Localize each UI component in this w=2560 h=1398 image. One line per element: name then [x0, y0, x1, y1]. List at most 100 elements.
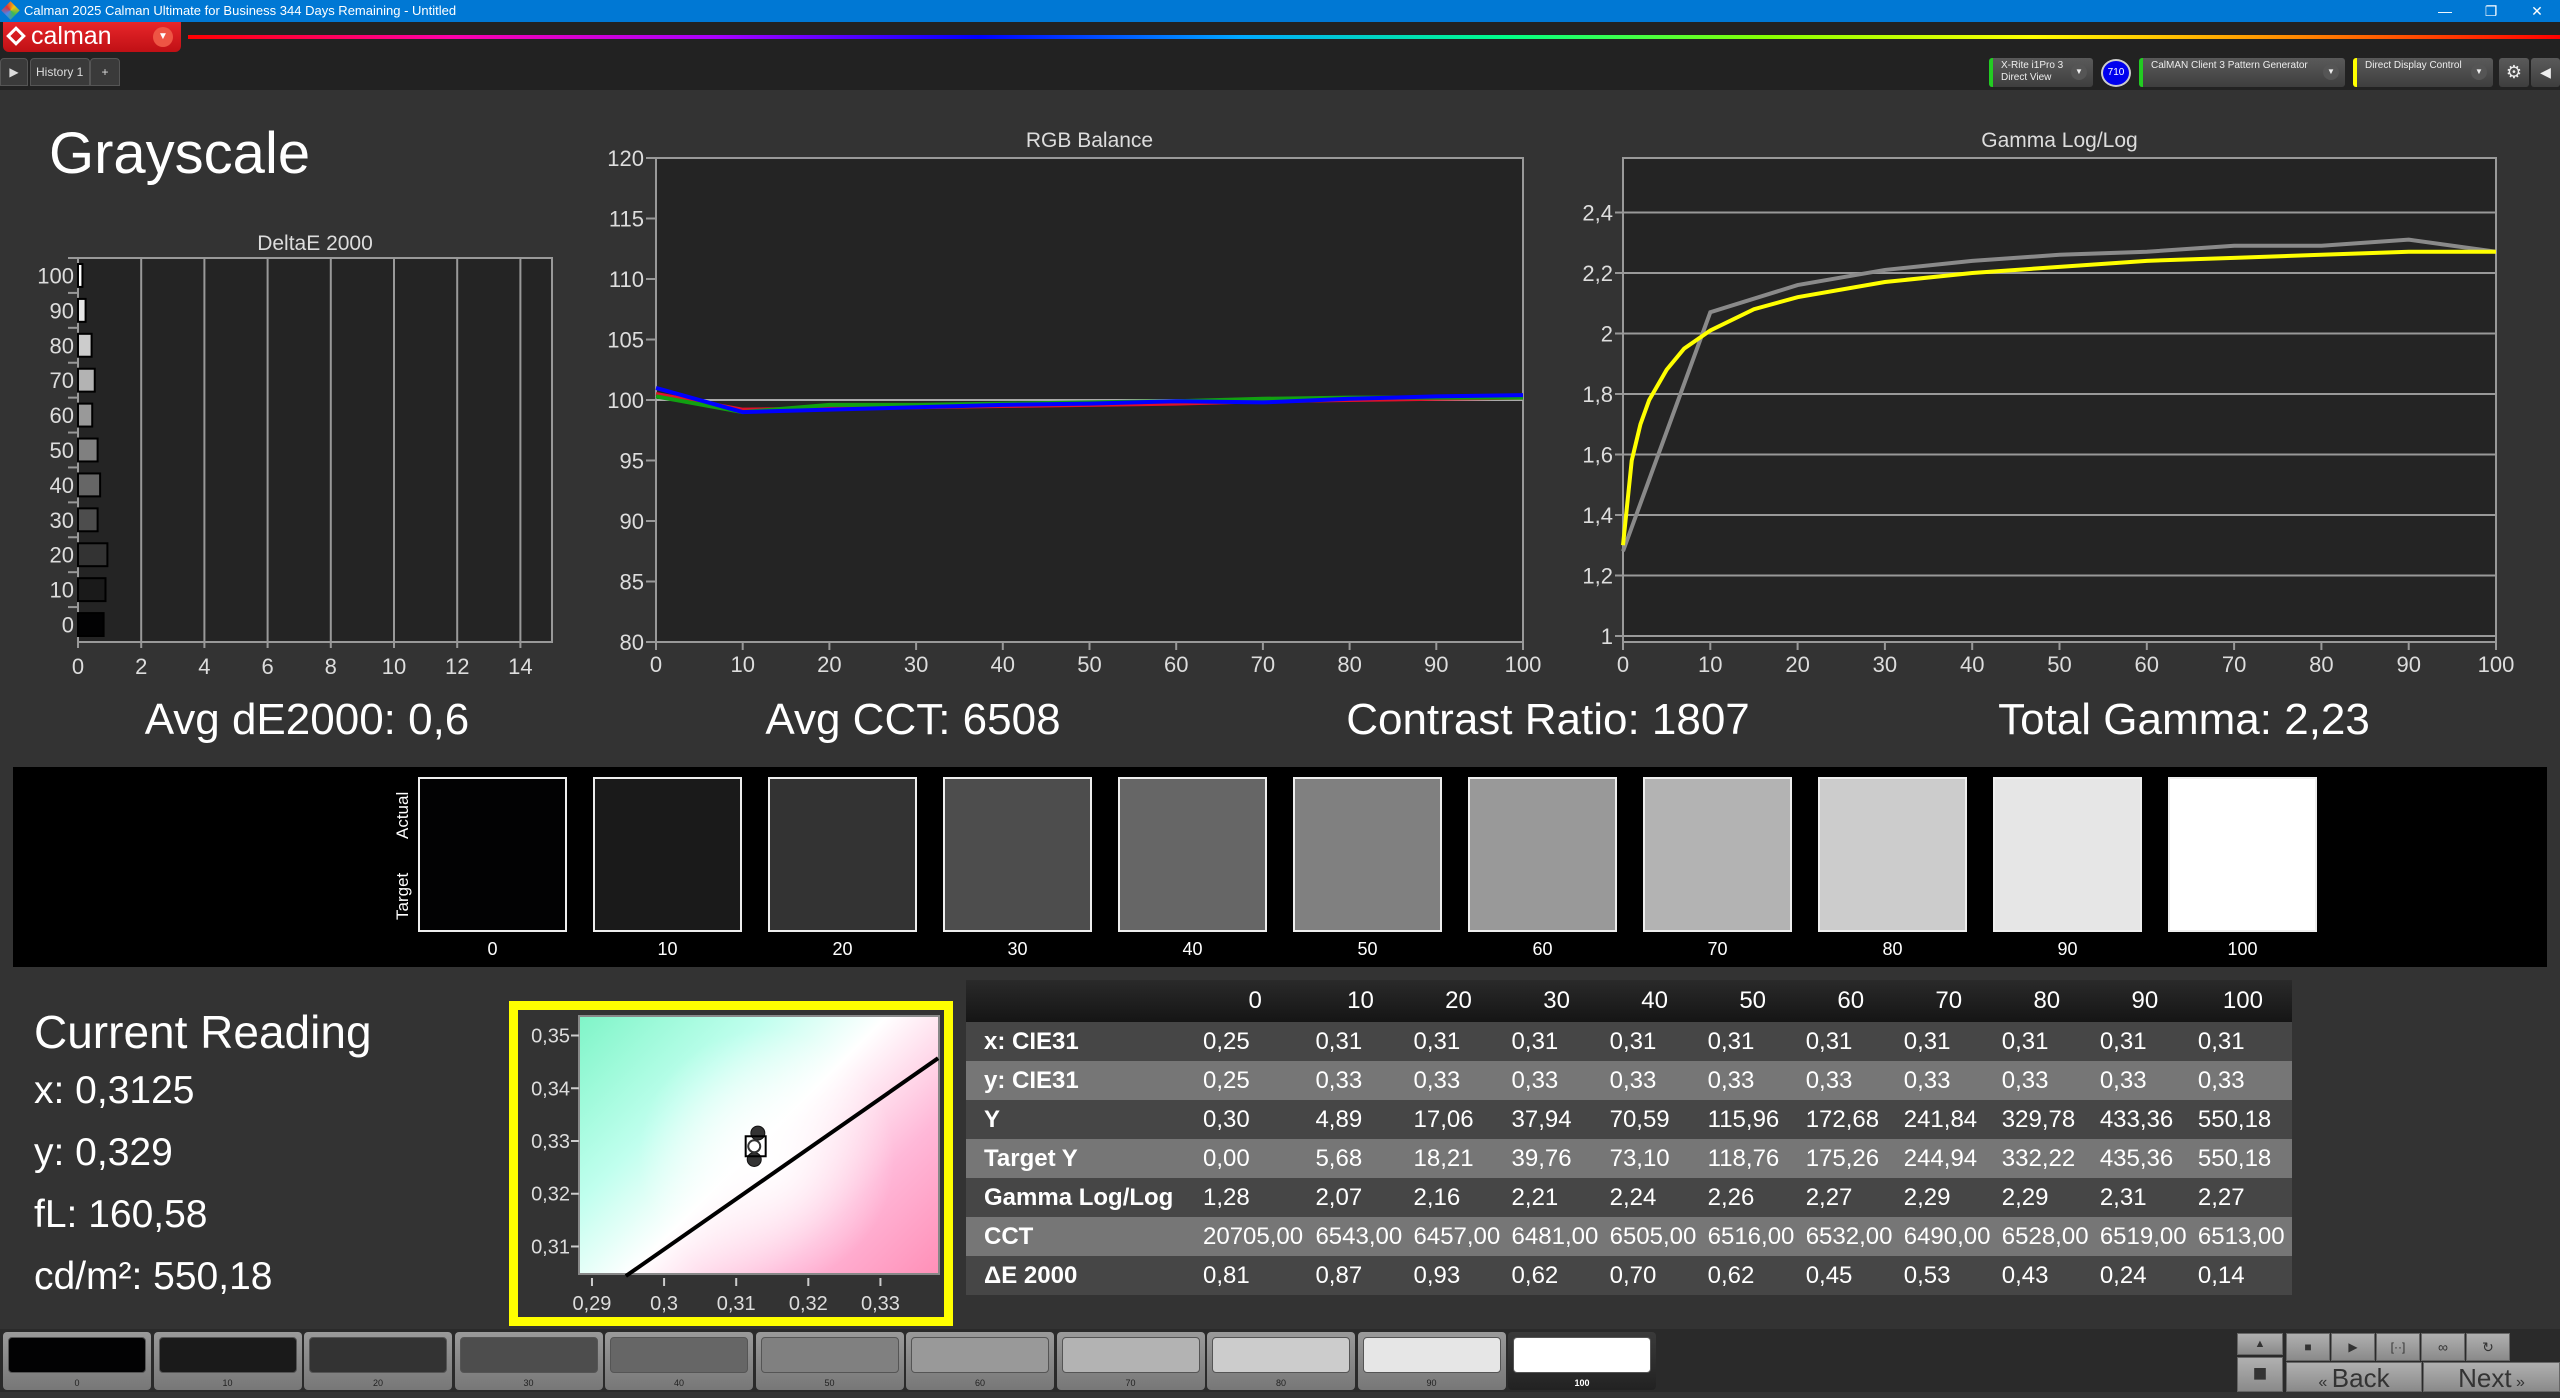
pattern-button-70[interactable]: 70 [1056, 1332, 1205, 1390]
loop-icon[interactable]: ∞ [2421, 1333, 2465, 1361]
reading-x: x: 0,3125 [34, 1069, 195, 1112]
swatch-label: 90 [2057, 939, 2078, 959]
close-button[interactable]: ✕ [2531, 3, 2543, 19]
table-cell: 37,94 [1507, 1100, 1606, 1139]
table-header-row: 0 10 20 30 40 50 60 70 80 90 100 [966, 980, 2292, 1022]
meter-selector[interactable]: X-Rite i1Pro 3 Direct View ▼ [1989, 58, 2093, 87]
play-workflow-button[interactable]: ▶ [0, 58, 28, 86]
total-gamma-value: Total Gamma: 2,23 [1998, 695, 2370, 744]
x-tick-label: 0,33 [861, 1293, 900, 1315]
next-label: Next [2458, 1363, 2512, 1393]
meter-mode: Direct View [2001, 72, 2052, 83]
x-tick-label: 100 [2478, 652, 2515, 677]
pattern-button-30[interactable]: 30 [454, 1332, 603, 1390]
deltae-bar-0 [77, 612, 105, 638]
source-selector[interactable]: CalMAN Client 3 Pattern Generator ▼ [2139, 58, 2345, 87]
swatch-label: 30 [1007, 939, 1028, 959]
table-cell: 0,31 [2193, 1022, 2292, 1061]
tab-history-1[interactable]: History 1 [30, 58, 90, 86]
display-name: Direct Display Control [2365, 60, 2462, 71]
chevron-down-icon: ▼ [153, 27, 173, 47]
expand-up-button[interactable]: ▲ [2237, 1333, 2283, 1355]
meter-badge[interactable]: 710 [2101, 59, 2131, 87]
calman-menu-button[interactable]: calman ▼ [3, 22, 181, 52]
cie-chart-panel[interactable]: 0,31 0,32 0,33 0,34 0,35 0,29 0,3 0,31 0,32 0,33 [509, 1001, 953, 1326]
add-tab-button[interactable]: + [90, 58, 120, 86]
y-tick-label: 10 [50, 578, 74, 603]
swatch-0 [418, 777, 567, 932]
pattern-button-10[interactable]: 10 [153, 1332, 302, 1390]
history-point [750, 1125, 766, 1141]
reading-y: y: 0,329 [34, 1131, 173, 1174]
swatch-label: 50 [1357, 939, 1378, 959]
measure-icon[interactable]: [··] [2376, 1333, 2420, 1361]
table-cell: 175,26 [1801, 1139, 1900, 1178]
deltae-bar-100 [77, 263, 84, 288]
progress-rainbow-bar [188, 35, 2560, 39]
header-cell: 40 [1605, 980, 1704, 1022]
pattern-label: 0 [74, 1378, 80, 1388]
table-cell: 0,30 [1199, 1100, 1312, 1139]
y-tick-label: 90 [50, 298, 74, 323]
plot-area [77, 257, 553, 643]
table-cell: 39,76 [1507, 1139, 1606, 1178]
table-cell: 2,24 [1605, 1178, 1704, 1217]
deltae-bar-50 [77, 437, 99, 463]
swatch-label: 40 [1182, 939, 1203, 959]
pattern-color [760, 1337, 899, 1373]
y-tick-label: 85 [620, 570, 644, 595]
display-selector[interactable]: Direct Display Control ▼ [2353, 58, 2493, 87]
minimize-button[interactable]: — [2438, 3, 2452, 19]
header-cell: 50 [1703, 980, 1802, 1022]
pattern-button-90[interactable]: 90 [1357, 1332, 1506, 1390]
swatch-label: 0 [487, 939, 498, 959]
table-cell: 0,81 [1199, 1256, 1312, 1295]
restore-button[interactable]: ❐ [2484, 3, 2498, 19]
plot-area [1622, 157, 2497, 643]
pattern-button-60[interactable]: 60 [906, 1332, 1054, 1390]
deltae-bar-80 [77, 332, 93, 358]
x-tick-label: 80 [1337, 652, 1361, 677]
y-tick-label: 100 [607, 388, 644, 413]
table-cell: 4,89 [1311, 1100, 1410, 1139]
pattern-color [610, 1337, 748, 1373]
table-cell: 0,24 [2095, 1256, 2194, 1295]
back-button[interactable]: « Back [2286, 1362, 2422, 1393]
stop-square-button[interactable]: ■ [2237, 1357, 2283, 1392]
header-cell: 0 [1199, 980, 1312, 1022]
table-cell: 0,33 [1703, 1061, 1802, 1100]
gear-icon[interactable]: ⚙ [2499, 58, 2529, 87]
collapse-panel-icon[interactable]: ◀ [2531, 58, 2560, 87]
chevron-double-left-icon: « [2318, 1374, 2332, 1391]
play-icon[interactable]: ▶ [2331, 1333, 2375, 1361]
x-tick-label: 0 [650, 652, 662, 677]
y-tick-label: 90 [620, 509, 644, 534]
refresh-icon[interactable]: ↻ [2466, 1333, 2510, 1361]
swatch-40 [1118, 777, 1267, 932]
stop-icon[interactable]: ■ [2286, 1333, 2330, 1361]
table-cell: 2,29 [1899, 1178, 1998, 1217]
y-tick-label: 80 [50, 333, 74, 358]
y-tick-label: 1,8 [1582, 382, 1613, 407]
pattern-button-80[interactable]: 80 [1207, 1332, 1355, 1390]
table-cell: 2,21 [1507, 1178, 1606, 1217]
pattern-button-100[interactable]: 100 [1508, 1332, 1656, 1390]
avg-cct-value: Avg CCT: 6508 [765, 695, 1061, 744]
pattern-button-0[interactable]: 0 [3, 1332, 151, 1390]
x-tick-label: 50 [2047, 652, 2071, 677]
deltae-chart-title: DeltaE 2000 [257, 232, 373, 255]
x-tick-label: 90 [1424, 652, 1448, 677]
x-tick-label: 60 [1164, 652, 1188, 677]
bottom-pattern-bar: 0 10 20 30 40 50 60 70 80 90 100 [0, 1329, 2560, 1392]
pattern-button-20[interactable]: 20 [304, 1332, 452, 1390]
deltae-bar-90 [77, 297, 87, 323]
next-button[interactable]: Next » [2423, 1362, 2560, 1393]
header-cell: 10 [1311, 980, 1410, 1022]
header-cell: 80 [1997, 980, 2096, 1022]
pattern-button-40[interactable]: 40 [605, 1332, 753, 1390]
pattern-button-50[interactable]: 50 [755, 1332, 904, 1390]
app-icon [1, 1, 20, 20]
x-tick-label: 80 [2309, 652, 2333, 677]
deltae-bar-70 [77, 367, 96, 393]
y-tick-label: 2,2 [1582, 261, 1613, 286]
